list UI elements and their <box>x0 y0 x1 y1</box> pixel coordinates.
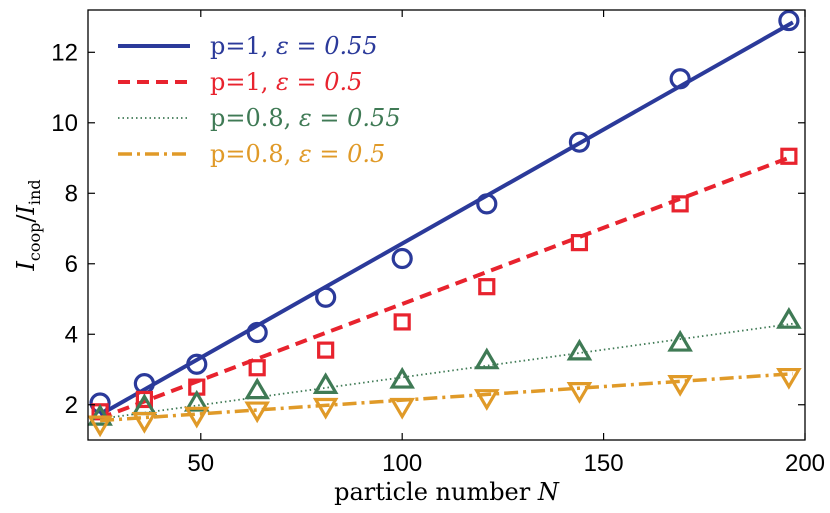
series-3-point <box>566 338 593 361</box>
plot-frame <box>87 9 806 441</box>
x-axis-label: particle number N <box>334 478 560 506</box>
series-2-point <box>393 313 411 331</box>
series-3-point <box>312 372 339 394</box>
y-label-den-sub: ind <box>25 179 44 205</box>
series-4-point <box>183 406 210 429</box>
series-3-point <box>389 366 415 389</box>
x-tick-label: 100 <box>382 450 422 477</box>
series-3-point <box>667 329 693 352</box>
series-4-point <box>473 389 500 411</box>
x-tick-label: 200 <box>785 450 825 477</box>
y-tick-label: 6 <box>65 251 78 278</box>
y-axis-label: Icoop/Iind <box>12 179 44 271</box>
legend: p=1, ε = 0.55p=1, ε = 0.5p=0.8, ε = 0.55… <box>118 32 401 168</box>
series-2-point <box>671 195 689 213</box>
series-3-point <box>473 347 500 370</box>
legend-label-3: p=0.8, ε = 0.55 <box>210 104 401 132</box>
series-4-point <box>244 401 270 424</box>
y-tick-label: 10 <box>51 110 78 137</box>
series-2-point <box>570 234 589 252</box>
legend-label-eps: ε = 0.5 <box>299 140 385 168</box>
legend-label-p: p=1, <box>210 32 276 60</box>
y-tick-label: 2 <box>65 392 78 419</box>
series-2-point <box>317 341 335 359</box>
series-4-point <box>312 397 339 420</box>
series-1-point <box>89 392 111 414</box>
legend-label-2: p=1, ε = 0.5 <box>210 68 362 96</box>
y-tick-label: 8 <box>65 180 78 207</box>
legend-label-1: p=1, ε = 0.55 <box>210 32 378 60</box>
legend-label-eps: ε = 0.5 <box>276 68 362 96</box>
series-4-point <box>131 412 158 434</box>
series-1-point <box>778 9 800 32</box>
series-4 <box>87 367 802 438</box>
tick-layer: 50 100 150 200 2 4 6 8 10 12 <box>51 10 825 477</box>
series-2-point <box>248 359 266 377</box>
y-label-den-main: I <box>12 205 40 216</box>
y-tick-label: 12 <box>51 39 78 66</box>
series-2-point <box>780 147 798 165</box>
series-4-point <box>776 367 802 390</box>
series-4-point <box>87 415 113 438</box>
legend-label-4: p=0.8, ε = 0.5 <box>210 140 385 168</box>
series-3-point <box>183 389 210 412</box>
series-2-fit-line <box>99 154 794 421</box>
series-layer <box>87 9 802 438</box>
series-2-point <box>478 278 496 296</box>
series-3-point <box>776 307 802 329</box>
series-4-point <box>667 375 693 397</box>
y-label-num-main: I <box>12 261 40 272</box>
series-1 <box>89 9 800 417</box>
legend-label-p: p=0.8, <box>210 140 299 168</box>
y-label-slash: / <box>12 214 40 223</box>
series-1-point <box>476 193 498 215</box>
series-1-point <box>391 247 413 270</box>
y-tick-label: 4 <box>65 321 78 348</box>
legend-label-eps: ε = 0.55 <box>276 32 378 60</box>
legend-label-p: p=0.8, <box>210 104 299 132</box>
series-4-fit-line <box>99 371 794 423</box>
legend-label-eps: ε = 0.55 <box>299 104 401 132</box>
series-1-point <box>315 286 337 308</box>
x-axis-label-var: N <box>537 478 560 506</box>
series-4-point <box>566 382 593 404</box>
series-1-point <box>568 131 591 153</box>
series-1-point <box>246 321 268 344</box>
series-2-point <box>135 390 153 409</box>
series-1-point <box>186 353 208 375</box>
x-axis-label-text: particle number <box>334 478 531 506</box>
legend-label-p: p=1, <box>210 68 276 96</box>
series-4-point <box>389 397 415 420</box>
y-label-num-sub: coop <box>25 223 44 261</box>
series-1-point <box>669 68 691 90</box>
x-tick-label: 150 <box>584 450 624 477</box>
series-3-point <box>244 377 270 400</box>
x-tick-label: 50 <box>187 450 214 477</box>
